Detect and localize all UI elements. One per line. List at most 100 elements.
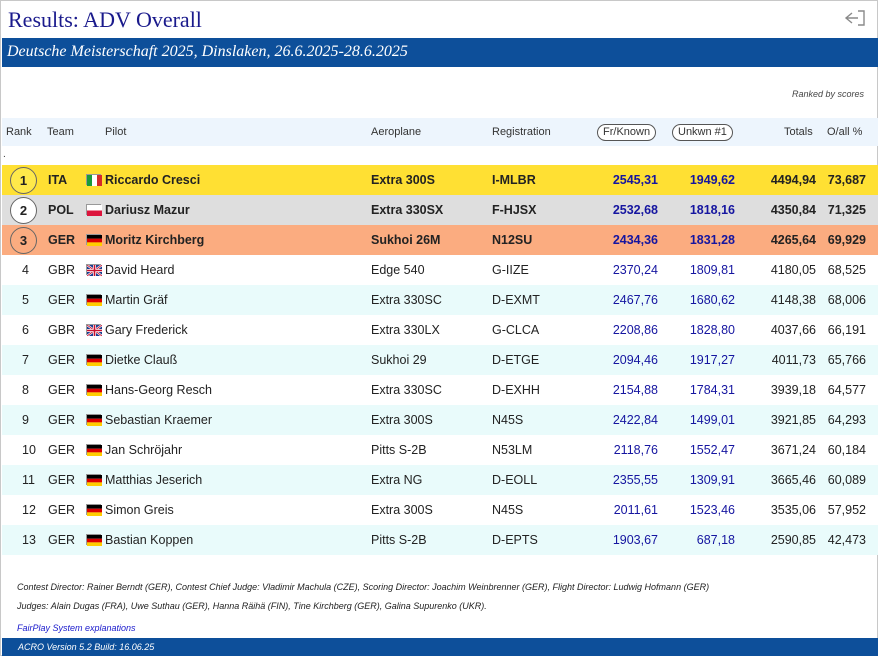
pilot-cell[interactable]: Bastian Koppen [105,533,194,547]
fr-known-score-cell[interactable]: 2422,84 [612,413,658,427]
team-cell: GER [48,533,76,547]
pilot-cell[interactable]: Gary Frederick [105,323,188,337]
team-cell: GER [48,353,76,367]
fr-known-score-cell[interactable]: 2545,31 [612,173,658,187]
table-row: 10 GER Jan Schröjahr Pitts S-2B N53LM 2118,76… [2,435,878,465]
fr-known-score-cell[interactable]: 2355,55 [612,473,658,487]
pilot-cell[interactable]: Riccardo Cresci [105,173,201,187]
overall-pct-cell: 68,006 [827,293,866,307]
header-unknown-button[interactable]: Unkwn #1 [672,124,733,141]
unknown-score-cell[interactable]: 1680,62 [689,293,735,307]
table-row: 2 POL Dariusz Mazur Extra 330SX F-HJSX 2532,6… [2,195,878,225]
header-registration[interactable]: Registration [492,126,551,138]
overall-pct-cell: 57,952 [827,503,866,517]
overall-pct-cell: 69,929 [827,233,866,247]
header-rank[interactable]: Rank [6,126,32,138]
aeroplane-cell: Pitts S-2B [371,443,427,457]
registration-cell: G-IIZE [492,263,529,277]
judges-text: Judges: Alain Dugas (FRA), Uwe Suthau (G… [17,601,487,611]
competition-subtitle: Deutsche Meisterschaft 2025, Dinslaken, … [7,43,408,60]
aeroplane-cell: Extra 300S [371,173,435,187]
fr-known-score-cell[interactable]: 2370,24 [612,263,658,277]
unknown-score-cell[interactable]: 1828,80 [689,323,735,337]
overall-pct-cell: 68,525 [827,263,866,277]
pilot-cell[interactable]: Hans-Georg Resch [105,383,212,397]
gb-flag-icon [86,324,103,337]
competition-banner: Deutsche Meisterschaft 2025, Dinslaken, … [2,38,878,67]
overall-pct-cell: 60,184 [827,443,866,457]
team-cell: GER [48,383,76,397]
fr-known-score-cell[interactable]: 2532,68 [612,203,658,217]
fr-known-score-cell[interactable]: 2154,88 [612,383,658,397]
team-cell: POL [48,203,74,217]
team-cell: GBR [48,323,76,337]
medal-badge: 1 [10,167,37,194]
unknown-score-cell[interactable]: 1917,27 [689,353,735,367]
table-row: 11 GER Matthias Jeserich Extra NG D-EOLL 2355… [2,465,878,495]
table-row: 7 GER Dietke Clauß Sukhoi 29 D-ETGE 2094,46 19… [2,345,878,375]
team-cell: GER [48,293,76,307]
unknown-score-cell[interactable]: 1309,91 [689,473,735,487]
header-overall-pct[interactable]: O/all % [827,126,863,138]
de-flag-icon [86,504,102,516]
fr-known-score-cell[interactable]: 2467,76 [612,293,658,307]
pilot-cell[interactable]: Sebastian Kraemer [105,413,213,427]
table-row: 4 GBR David Heard Edge 540 G-IIZE 2370,24 1809… [2,255,878,285]
fr-known-score-cell[interactable]: 2094,46 [612,353,658,367]
totals-cell: 4350,84 [770,203,816,217]
unknown-score-cell[interactable]: 1949,62 [689,173,735,187]
table-row: 1 ITA Riccardo Cresci Extra 300S I-MLBR 2545,… [2,165,878,195]
table-row: 8 GER Hans-Georg Resch Extra 330SC D-EXHH 215… [2,375,878,405]
pilot-cell[interactable]: Moritz Kirchberg [105,233,205,247]
unknown-score-cell[interactable]: 1523,46 [689,503,735,517]
fr-known-score-cell[interactable]: 2011,61 [613,503,658,517]
pilot-cell[interactable]: Jan Schröjahr [105,443,183,457]
pl-flag-icon [86,204,102,216]
back-arrow-icon[interactable] [843,9,867,27]
header-aeroplane[interactable]: Aeroplane [371,126,422,138]
header-fr-known-button[interactable]: Fr/Known [597,124,657,141]
overall-pct-cell: 60,089 [827,473,866,487]
pilot-cell[interactable]: Matthias Jeserich [105,473,203,487]
team-cell: ITA [48,173,68,187]
aeroplane-cell: Extra 330SC [371,293,442,307]
registration-cell: N45S [492,413,524,427]
pilot-cell[interactable]: Dariusz Mazur [105,203,190,217]
unknown-score-cell[interactable]: 1831,28 [689,233,735,247]
unknown-score-cell[interactable]: 1499,01 [689,413,735,427]
medal-badge: 3 [10,227,37,254]
pilot-cell[interactable]: Martin Gräf [105,293,168,307]
fr-known-score-cell[interactable]: 1903,67 [612,533,658,547]
fr-known-score-cell[interactable]: 2208,86 [612,323,658,337]
it-flag-icon [86,174,102,186]
unknown-score-cell[interactable]: 1552,47 [689,443,735,457]
registration-cell: N45S [492,503,524,517]
fr-known-score-cell[interactable]: 2118,76 [613,443,658,457]
rank-cell: 6 [22,323,29,337]
overall-pct-cell: 64,293 [827,413,866,427]
registration-cell: I-MLBR [492,173,536,187]
header-totals[interactable]: Totals [784,126,813,138]
header-team[interactable]: Team [47,126,74,138]
team-cell: GER [48,233,76,247]
pilot-cell[interactable]: Dietke Clauß [105,353,178,367]
aeroplane-cell: Pitts S-2B [371,533,427,547]
pilot-cell[interactable]: Simon Greis [105,503,174,517]
table-row: 3 GER Moritz Kirchberg Sukhoi 26M N12SU 2434,… [2,225,878,255]
rank-cell: 7 [22,353,29,367]
unknown-score-cell[interactable]: 1809,81 [689,263,735,277]
team-cell: GER [48,443,76,457]
header-pilot[interactable]: Pilot [105,126,127,138]
registration-cell: G-CLCA [492,323,540,337]
pilot-cell[interactable]: David Heard [105,263,175,277]
unknown-score-cell[interactable]: 687,18 [696,533,735,547]
unknown-score-cell[interactable]: 1784,31 [689,383,735,397]
aeroplane-cell: Extra 330SC [371,383,442,397]
unknown-score-cell[interactable]: 1818,16 [689,203,735,217]
overall-pct-cell: 66,191 [827,323,866,337]
table-row: 6 GBR Gary Frederick Extra 330LX G-CLCA 2208,… [2,315,878,345]
table-row: 5 GER Martin Gräf Extra 330SC D-EXMT 2467,76 1… [2,285,878,315]
fairplay-link[interactable]: FairPlay System explanations [17,623,136,633]
de-flag-icon [86,414,102,426]
fr-known-score-cell[interactable]: 2434,36 [612,233,658,247]
